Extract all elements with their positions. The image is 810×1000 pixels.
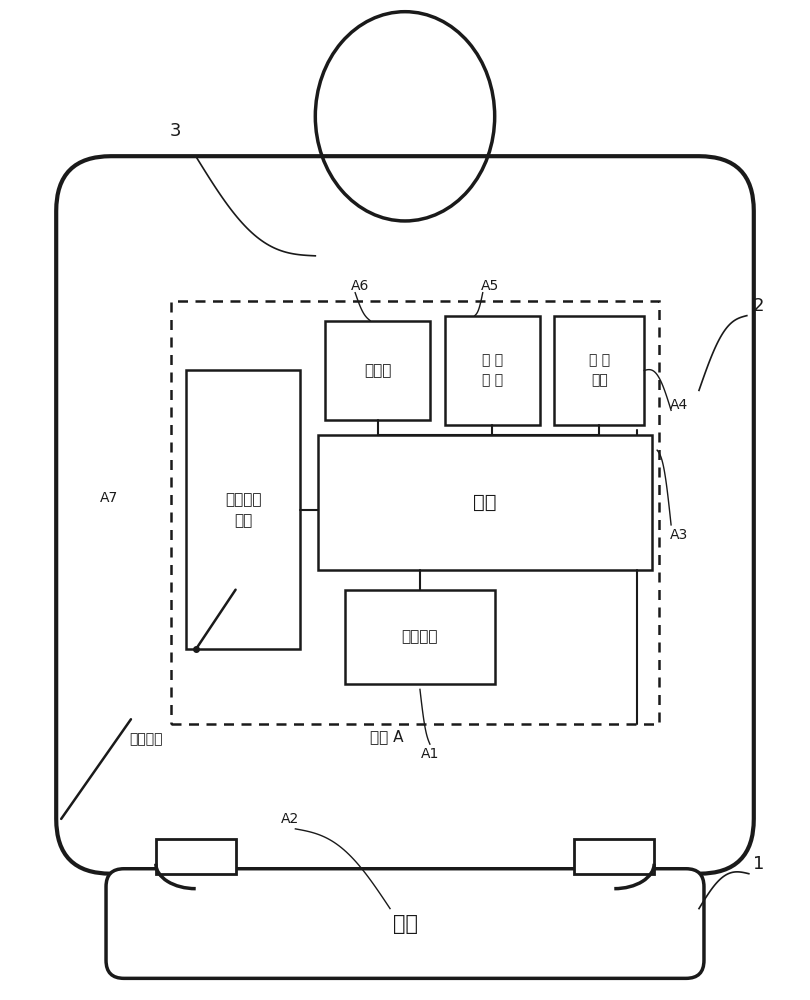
Text: 无线通信
模块: 无线通信 模块 <box>225 492 262 528</box>
Text: 其 他
设备: 其 他 设备 <box>589 354 610 387</box>
Text: 1: 1 <box>753 855 765 873</box>
Text: A1: A1 <box>420 747 439 761</box>
Text: 主控: 主控 <box>474 493 497 512</box>
Text: 外 设
接 口: 外 设 接 口 <box>482 354 503 387</box>
Text: 主机 A: 主机 A <box>370 729 403 744</box>
Bar <box>326 321 430 420</box>
Text: 电源: 电源 <box>393 914 417 934</box>
Text: 3: 3 <box>170 122 181 140</box>
FancyBboxPatch shape <box>56 156 754 874</box>
FancyBboxPatch shape <box>106 869 704 978</box>
Bar <box>574 839 654 874</box>
Text: 蓝牙模块: 蓝牙模块 <box>402 630 438 645</box>
Bar <box>156 839 236 874</box>
Bar <box>318 435 652 570</box>
Bar <box>171 301 659 724</box>
Text: A4: A4 <box>670 398 688 412</box>
Bar <box>555 316 644 425</box>
Text: A2: A2 <box>281 812 300 826</box>
Text: 无线通信: 无线通信 <box>129 732 163 746</box>
Text: A3: A3 <box>670 528 688 542</box>
Text: A5: A5 <box>480 279 499 293</box>
Bar <box>185 370 301 649</box>
Text: 2: 2 <box>753 297 765 315</box>
Text: A6: A6 <box>351 279 369 293</box>
Text: A7: A7 <box>100 491 118 505</box>
Bar <box>445 316 539 425</box>
Text: 存储器: 存储器 <box>364 363 391 378</box>
Bar <box>345 590 495 684</box>
